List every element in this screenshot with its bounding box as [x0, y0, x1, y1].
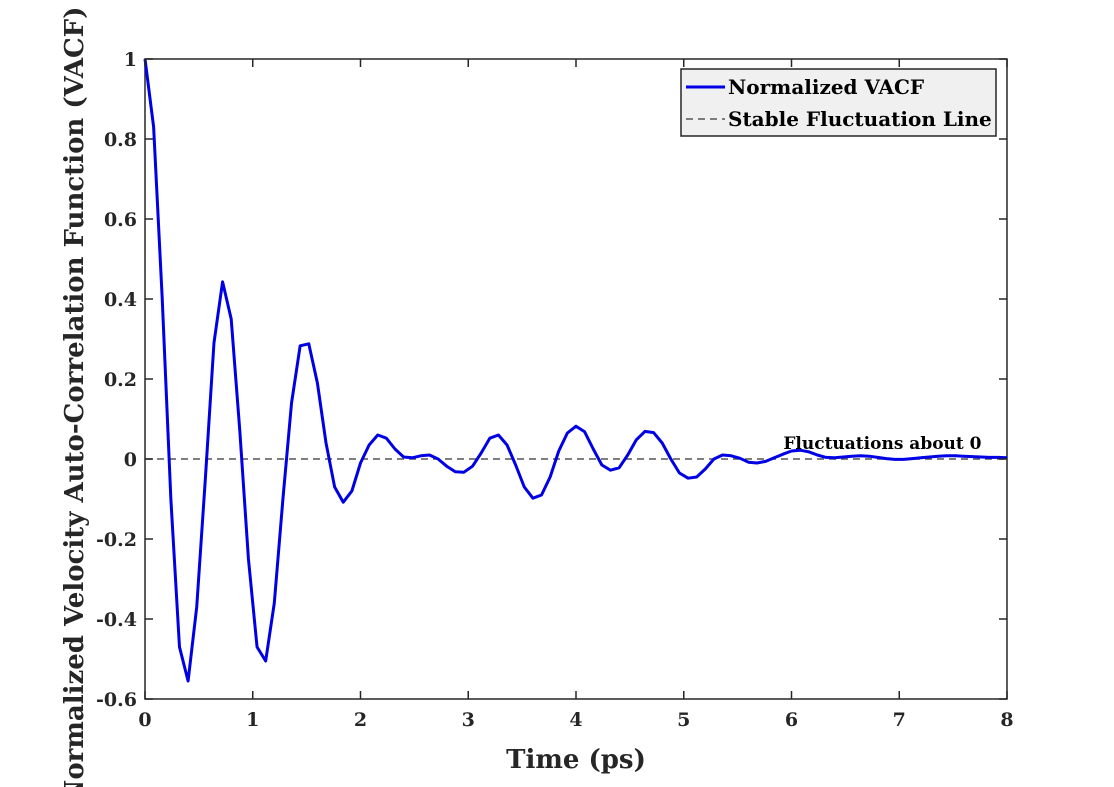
x-tick-label: 1: [246, 709, 259, 731]
y-tick-label: 0.8: [104, 129, 137, 151]
y-tick-label: -0.6: [96, 689, 137, 711]
x-tick-label: 0: [138, 709, 151, 731]
y-tick-label: -0.2: [96, 529, 137, 551]
y-tick-label: 1: [124, 49, 137, 71]
series-line-normalized-vacf: [143, 58, 1008, 683]
x-tick-label: 5: [677, 709, 690, 731]
x-tick-label: 4: [569, 709, 582, 731]
y-tick-label: 0.4: [104, 289, 137, 311]
y-tick-label: 0.6: [104, 209, 137, 231]
y-tick-label: 0.2: [104, 369, 137, 391]
x-tick-label: 3: [462, 709, 475, 731]
x-tick-label: 8: [1000, 709, 1013, 731]
y-tick-label: -0.4: [96, 609, 137, 631]
ticks-layer: 0 1 2 3 4 5 6 7 8 -0.6 -0.4 -0.2 0 0.2 0.4 0.6 0.8 1: [96, 49, 1014, 731]
x-tick-label: 2: [354, 709, 367, 731]
legend-box: [680, 68, 997, 137]
x-axis-label: Time (ps): [506, 745, 646, 775]
x-tick-label: 7: [893, 709, 906, 731]
legend-label-stable-fluctuation: Stable Fluctuation Line: [728, 107, 992, 131]
y-tick-label: 0: [124, 449, 137, 471]
x-tick-label: 6: [785, 709, 798, 731]
legend-label-normalized-vacf: Normalized VACF: [728, 75, 924, 99]
plot-area: [144, 58, 1008, 700]
legend: Normalized VACF Stable Fluctuation Line: [680, 68, 997, 137]
series-layer: [143, 58, 1008, 683]
labels-layer: Time (ps) Normalized Velocity Auto-Corre…: [60, 7, 982, 787]
y-axis-label: Normalized Velocity Auto-Correlation Fun…: [60, 7, 90, 787]
annotation-label: Fluctuations about 0: [783, 434, 981, 454]
axes-box: [144, 58, 1008, 700]
